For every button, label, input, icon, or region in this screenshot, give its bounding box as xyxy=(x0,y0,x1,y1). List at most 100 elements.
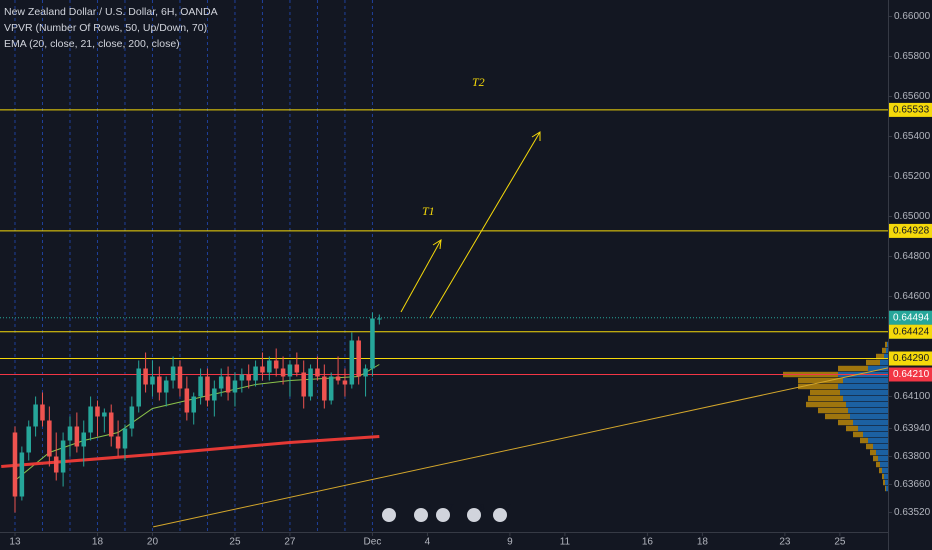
x-tick-label: 20 xyxy=(147,537,159,548)
event-icon[interactable] xyxy=(493,508,507,522)
profile-down xyxy=(850,413,888,420)
profile-down xyxy=(887,341,888,348)
indicator-line xyxy=(153,367,889,528)
profile-down xyxy=(882,467,888,474)
y-tick-label: 0.65400 xyxy=(894,131,931,142)
y-tick-label: 0.66000 xyxy=(894,11,931,22)
profile-up xyxy=(810,389,840,396)
candle-body xyxy=(19,452,25,497)
candle-body xyxy=(212,388,217,401)
candle-body xyxy=(239,374,245,381)
x-tick-label: 13 xyxy=(9,537,21,548)
candle-body xyxy=(40,404,45,421)
candle-body xyxy=(267,360,272,373)
arrow-head xyxy=(432,239,442,250)
candle-body xyxy=(81,432,86,447)
profile-up xyxy=(806,401,846,408)
profile-down xyxy=(838,383,888,390)
profile-down xyxy=(853,419,888,426)
profile-down xyxy=(880,359,888,366)
profile-up xyxy=(846,425,858,432)
candle-body xyxy=(225,376,231,393)
session-lines xyxy=(14,0,373,532)
y-tick-label: 0.63520 xyxy=(894,507,931,518)
profile-down xyxy=(876,449,888,456)
candle-body xyxy=(53,456,59,473)
profile-up xyxy=(879,467,882,474)
candle-body xyxy=(191,396,196,413)
candle-body xyxy=(335,376,341,381)
annotation: T2 xyxy=(472,75,485,89)
profile-down xyxy=(843,377,888,384)
profile-up xyxy=(825,413,850,420)
event-icon[interactable] xyxy=(382,508,396,522)
candle-body xyxy=(356,340,361,377)
candle-body xyxy=(74,426,80,447)
candle-body xyxy=(232,380,238,393)
indicator-line xyxy=(1,435,380,468)
candle-body xyxy=(205,376,210,401)
event-icon[interactable] xyxy=(436,508,450,522)
candle-body xyxy=(294,364,300,373)
profile-up xyxy=(798,377,843,384)
events: 2 4 7 8 7 xyxy=(382,503,511,522)
profile-down xyxy=(878,455,888,462)
profile-down xyxy=(863,431,888,438)
profile-up xyxy=(866,443,873,450)
y-tick-label: 0.63940 xyxy=(894,423,931,434)
profile-up xyxy=(838,419,853,426)
profile-up xyxy=(873,455,878,462)
y-tick-label: 0.64100 xyxy=(894,391,931,402)
event-icon[interactable] xyxy=(414,508,428,522)
arrow-head xyxy=(531,131,541,141)
x-tick-label: 9 xyxy=(507,537,513,548)
candle-body xyxy=(184,388,190,413)
price-badge xyxy=(889,324,932,339)
event-count: 7 xyxy=(506,503,511,512)
candle-body xyxy=(129,406,135,429)
price-badge-label: 0.64290 xyxy=(893,353,930,364)
y-tick-label: 0.64600 xyxy=(894,291,931,302)
candle-body xyxy=(273,360,279,369)
annotation: T1 xyxy=(422,204,435,218)
candle-body xyxy=(253,366,258,381)
profile-down xyxy=(848,407,888,414)
profile-up xyxy=(838,365,868,372)
profile-down xyxy=(846,401,888,408)
candle-body xyxy=(122,428,128,449)
candle-body xyxy=(33,404,38,427)
candle-body xyxy=(322,376,327,401)
profile-up xyxy=(876,461,880,468)
profile-up xyxy=(885,341,887,348)
price-badge xyxy=(889,223,932,238)
y-tick-label: 0.65000 xyxy=(894,211,931,222)
candle-body xyxy=(60,440,66,473)
profile-down xyxy=(880,461,888,468)
x-tick-label: 23 xyxy=(779,537,791,548)
candle-body xyxy=(280,368,286,377)
profile-up xyxy=(866,359,880,366)
profile-up xyxy=(808,395,843,402)
candle-body xyxy=(47,420,52,457)
profile-up xyxy=(818,407,848,414)
plot xyxy=(0,109,889,528)
arrow xyxy=(400,239,442,313)
profile-up xyxy=(885,485,886,492)
candle-body xyxy=(342,380,348,385)
price-badge xyxy=(889,310,932,325)
y-tick-label: 0.63800 xyxy=(894,451,931,462)
candle-body xyxy=(95,406,100,417)
event-icon[interactable] xyxy=(467,508,481,522)
y-tick-label: 0.64800 xyxy=(894,251,931,262)
profile-up xyxy=(882,473,884,480)
price-badge xyxy=(889,351,932,366)
x-tick-label: 11 xyxy=(560,537,571,548)
profile-down xyxy=(868,437,888,444)
indicator-label: VPVR (Number Of Rows, 50, Up/Down, 70) xyxy=(4,22,207,34)
x-tick-label: 25 xyxy=(834,537,846,548)
price-badge xyxy=(889,367,932,382)
x-tick-label: 18 xyxy=(92,537,104,548)
candle-body xyxy=(260,366,265,373)
candle-body xyxy=(150,376,155,385)
